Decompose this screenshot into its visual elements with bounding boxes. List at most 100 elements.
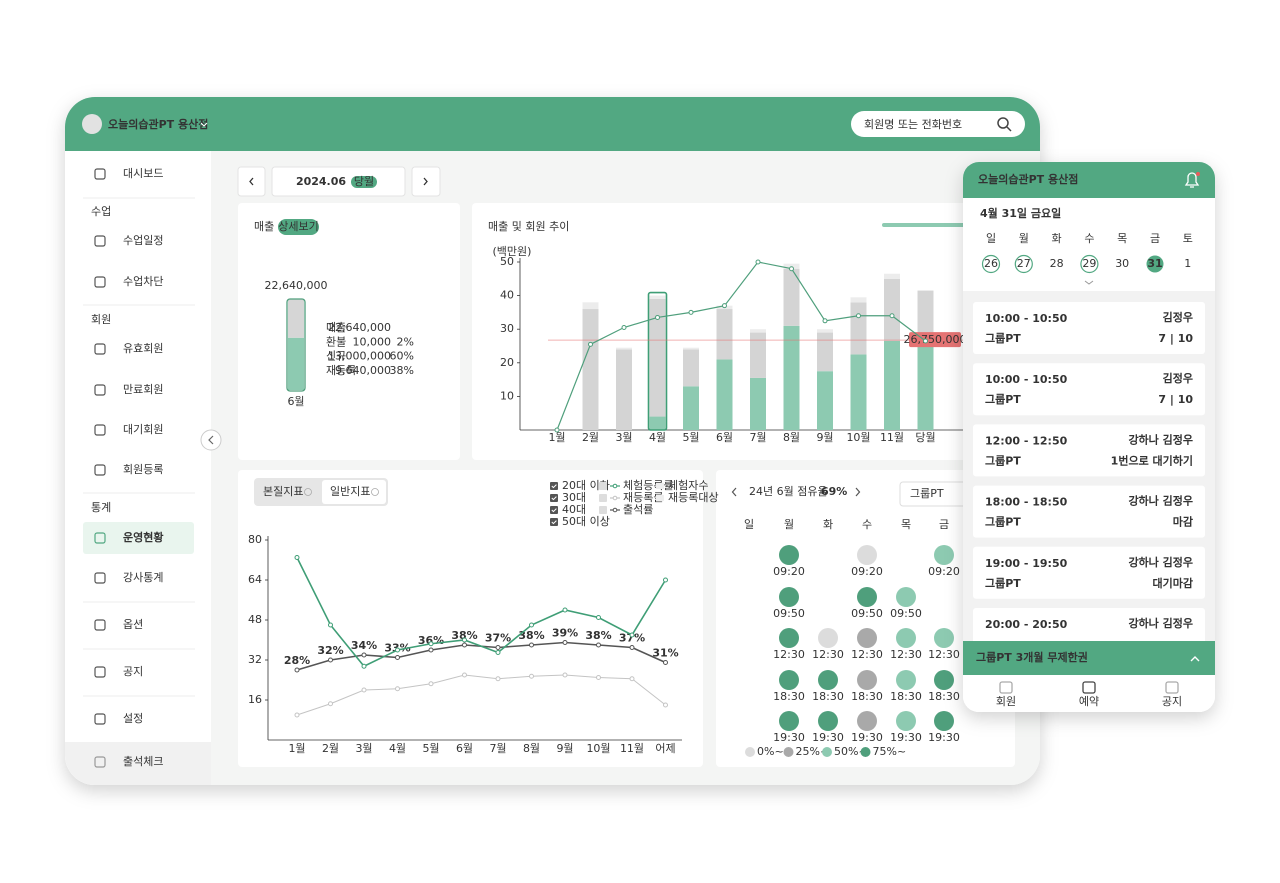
slot[interactable] <box>818 628 838 648</box>
metric-point <box>629 676 635 682</box>
tab-label[interactable]: 회원 <box>996 695 1016 708</box>
slot[interactable] <box>934 670 954 690</box>
legend-check <box>599 494 607 502</box>
sidebar-item[interactable]: 수업일정 <box>123 233 163 247</box>
tab-label[interactable]: 공지 <box>1162 695 1182 708</box>
slot[interactable] <box>779 628 799 648</box>
data-label: 38% <box>585 629 611 642</box>
slot[interactable] <box>934 628 954 648</box>
sidebar-item[interactable]: 회원등록 <box>123 463 163 476</box>
slot[interactable] <box>934 545 954 565</box>
slot[interactable] <box>896 711 916 731</box>
y-tick-label: 20 <box>500 356 514 369</box>
sidebar-item[interactable]: 수업차단 <box>123 275 163 288</box>
date[interactable]: 27 <box>1017 257 1031 270</box>
trend-point <box>755 259 761 265</box>
checkbox-tick <box>551 520 557 525</box>
info-icon <box>371 488 379 496</box>
revenue-bar-outline <box>286 298 306 392</box>
slot-time: 12:30 <box>890 648 922 661</box>
detail-button[interactable] <box>278 219 319 235</box>
sidebar-item[interactable]: 대시보드 <box>123 167 163 180</box>
search-box[interactable] <box>851 111 1025 137</box>
class-card[interactable] <box>973 302 1205 354</box>
sidebar-item[interactable]: 운영현황 <box>123 530 163 544</box>
age-filter-label: 20대 이하 <box>562 478 610 492</box>
checkbox[interactable] <box>550 518 558 526</box>
tab-label[interactable]: 예약 <box>1079 694 1099 708</box>
slot[interactable] <box>857 711 877 731</box>
data-label: 39% <box>552 627 578 640</box>
date[interactable]: 28 <box>1050 257 1064 270</box>
slot-time: 19:30 <box>773 731 805 744</box>
sidebar-section: 수업 <box>91 205 111 218</box>
occ-prev[interactable] <box>731 487 737 497</box>
slot[interactable] <box>818 670 838 690</box>
sidebar-item[interactable]: 강사통계 <box>123 571 163 584</box>
slot[interactable] <box>857 545 877 565</box>
sidebar-item[interactable]: 설정 <box>123 712 143 725</box>
slot[interactable] <box>779 545 799 565</box>
date[interactable]: 26 <box>984 257 998 270</box>
slot[interactable] <box>818 711 838 731</box>
sidebar-active-bg <box>83 522 194 554</box>
slot[interactable] <box>857 628 877 648</box>
bar-segment <box>750 377 766 430</box>
slot[interactable] <box>896 628 916 648</box>
bar-segment <box>683 349 699 387</box>
bar-segment <box>884 273 900 279</box>
slot[interactable] <box>934 711 954 731</box>
slot-time: 09:20 <box>773 565 805 578</box>
slot[interactable] <box>779 711 799 731</box>
sidebar-item[interactable]: 출석체크 <box>123 755 163 768</box>
prev-button[interactable] <box>237 166 266 197</box>
sidebar-item[interactable]: 대기회원 <box>123 423 163 436</box>
slot[interactable] <box>896 670 916 690</box>
class-type: 그룹PT <box>985 332 1021 345</box>
checkbox[interactable] <box>550 494 558 502</box>
sidebar-item[interactable]: 옵션 <box>123 618 143 631</box>
class-status: 대기마감 <box>1153 576 1193 590</box>
date[interactable]: 30 <box>1115 257 1129 270</box>
slot[interactable] <box>779 670 799 690</box>
bar-segment <box>616 349 632 430</box>
sidebar-item[interactable]: 공지 <box>123 665 143 678</box>
next-chevron <box>423 177 428 186</box>
slot[interactable] <box>857 587 877 607</box>
collapse-button[interactable] <box>200 429 222 451</box>
bar-highlight <box>647 291 668 431</box>
date-box <box>271 166 406 197</box>
tab-label[interactable]: 본질지표 <box>263 485 303 498</box>
trend-point <box>554 427 560 433</box>
bell-icon[interactable] <box>1184 172 1200 188</box>
class-card[interactable] <box>973 424 1205 477</box>
slot-time: 12:30 <box>773 648 805 661</box>
x-tick-label: 어제 <box>655 742 675 755</box>
class-card[interactable] <box>973 485 1205 538</box>
class-card[interactable] <box>973 363 1205 416</box>
card <box>238 470 703 767</box>
slot[interactable] <box>857 670 877 690</box>
sidebar-item[interactable]: 유효회원 <box>123 342 163 355</box>
checkbox[interactable] <box>550 482 558 490</box>
metric-point <box>562 607 568 613</box>
y-tick-label: 40 <box>500 289 514 302</box>
bar-segment <box>817 371 833 430</box>
slot[interactable] <box>779 587 799 607</box>
date[interactable]: 31 <box>1147 257 1162 270</box>
occ-next[interactable] <box>855 487 861 497</box>
tab-label[interactable]: 일반지표 <box>330 484 370 498</box>
next-button[interactable] <box>411 166 441 197</box>
tab-icon <box>1082 681 1096 694</box>
checkbox[interactable] <box>550 506 558 514</box>
expand-chevron[interactable] <box>1084 280 1094 285</box>
slot-time: 09:50 <box>890 607 922 620</box>
date[interactable]: 29 <box>1082 257 1096 270</box>
class-card[interactable] <box>973 546 1205 599</box>
slot[interactable] <box>896 587 916 607</box>
revenue-bar-category: 6월 <box>287 395 304 408</box>
date[interactable]: 1 <box>1184 257 1191 270</box>
plan-bar[interactable] <box>963 641 1215 675</box>
sidebar-item[interactable]: 만료회원 <box>123 383 163 396</box>
bar-segment <box>582 309 599 430</box>
